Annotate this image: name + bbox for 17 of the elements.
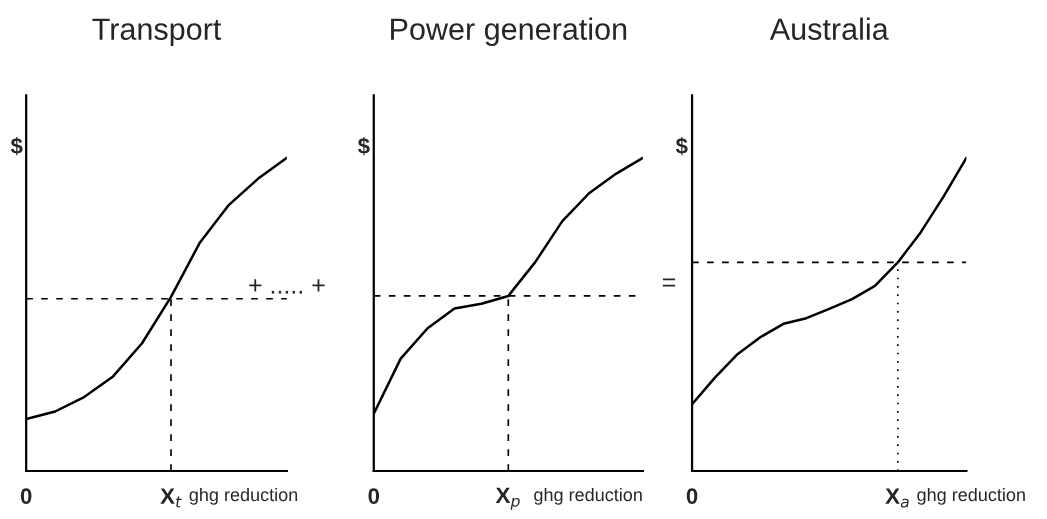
y-axis-title: $	[675, 137, 688, 156]
y-axis-title: $	[357, 137, 370, 156]
annotation: + ..... +	[249, 279, 325, 294]
x-axis-title: ghg reduction	[189, 487, 298, 505]
chart-title: Australia	[769, 17, 889, 40]
chart-title: Power generation	[391, 17, 627, 47]
chart-title: Transport	[92, 18, 222, 47]
x-axis-title: ghg reduction	[534, 487, 642, 505]
y-axis-title: $	[10, 137, 23, 156]
x-tick-label: X$_{p}$	[495, 487, 520, 510]
x-tick-label: X$_{t}$	[160, 488, 182, 508]
x-tick-label: 0	[686, 488, 698, 504]
text: =	[662, 278, 676, 287]
x-axis-title: ghg reduction	[917, 487, 1025, 505]
x-tick-label: X$_{a}$	[885, 488, 909, 508]
x-tick-label: 0	[368, 488, 380, 504]
x-tick-label: 0	[20, 488, 32, 504]
